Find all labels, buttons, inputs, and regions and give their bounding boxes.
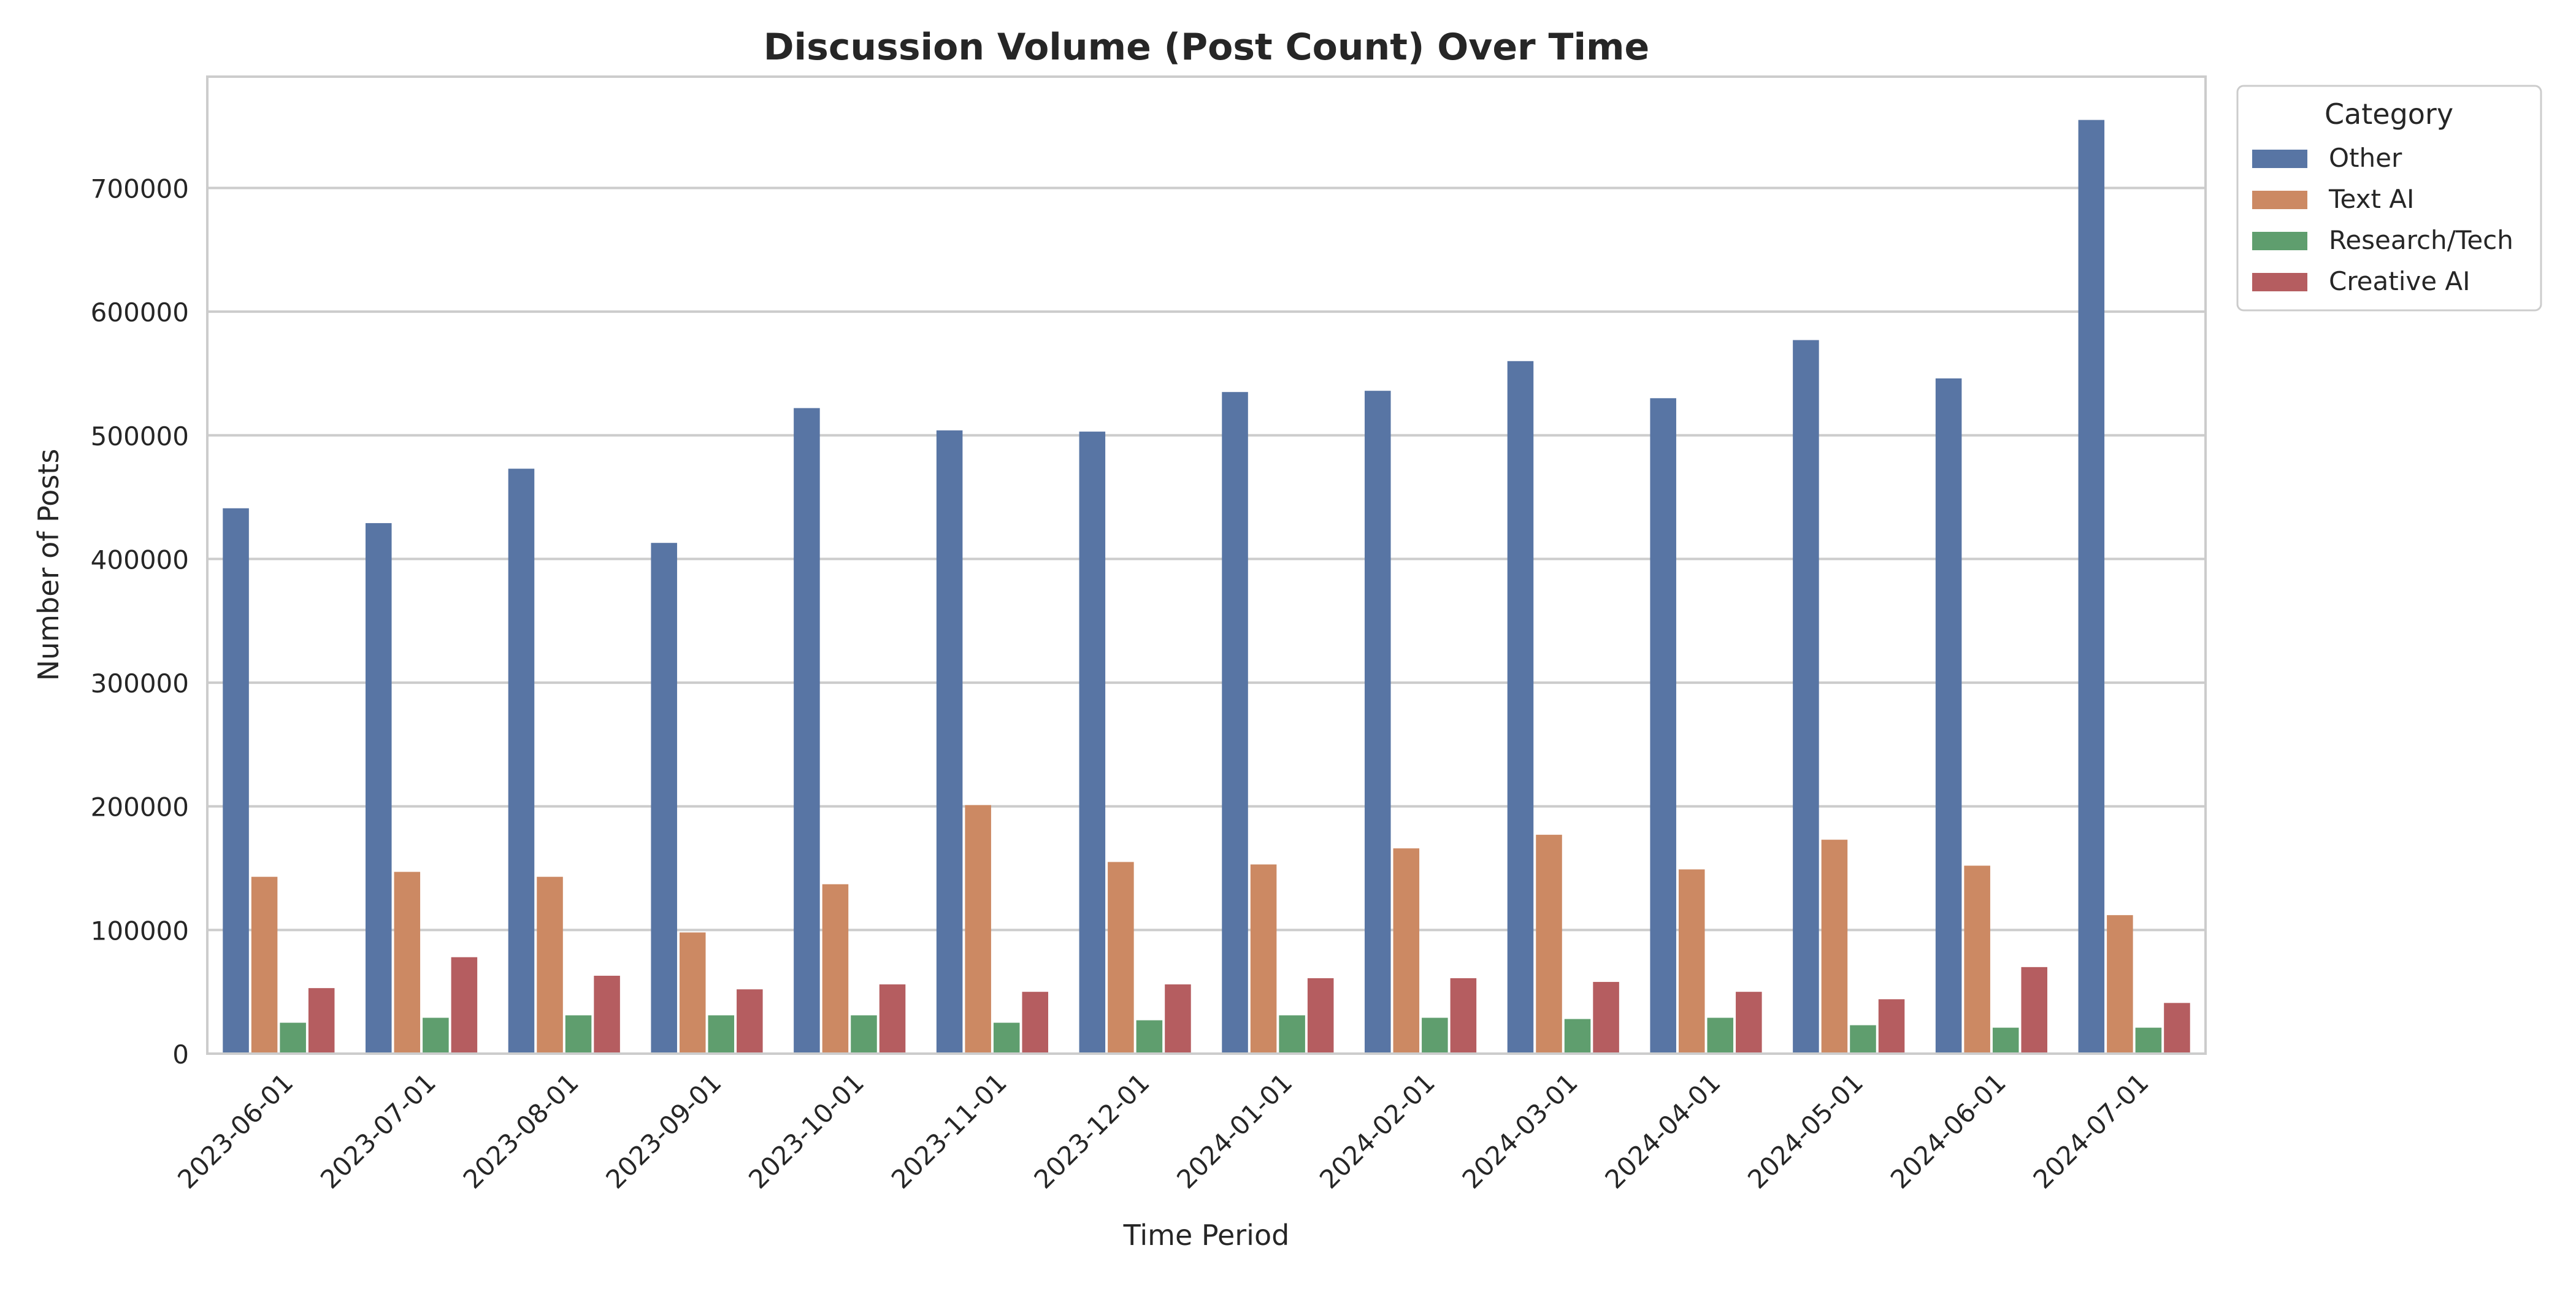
bar-text-ai [394,872,421,1054]
bar-research-tech [1850,1025,1876,1054]
bar-research-tech [993,1022,1020,1054]
bar-text-ai [1108,862,1134,1054]
bar-research-tech [1136,1020,1163,1054]
y-tick-label: 100000 [91,916,189,946]
bar-research-tech [851,1015,877,1054]
bar-text-ai [965,805,991,1054]
bar-text-ai [1821,840,1848,1054]
bar-creative-ai [2164,1003,2190,1054]
bar-research-tech [1707,1017,1734,1054]
bar-creative-ai [1307,978,1334,1054]
legend-swatch [2252,150,2307,168]
bar-other [1222,392,1248,1054]
bar-creative-ai [451,957,478,1054]
bar-other [508,469,535,1054]
bar-creative-ai [308,988,335,1054]
bar-text-ai [679,932,706,1054]
bar-research-tech [1279,1015,1305,1054]
legend-swatch [2252,232,2307,250]
bar-research-tech [1422,1017,1448,1054]
bar-text-ai [1964,865,1990,1054]
bar-creative-ai [1878,999,1905,1054]
legend: Category Other Text AI Research/Tech Creati… [2236,85,2542,312]
bar-text-ai [1678,869,1705,1054]
y-tick-label: 500000 [91,421,189,451]
bar-creative-ai [1593,982,1619,1054]
bar-other [794,408,820,1054]
bar-research-tech [708,1015,735,1054]
bar-other [936,430,963,1054]
legend-items: Other Text AI Research/Tech Creative AI [2252,143,2513,296]
bar-creative-ai [2021,967,2048,1054]
bar-text-ai [2107,915,2133,1054]
y-tick-label: 0 [172,1040,189,1070]
y-tick-label: 200000 [91,792,189,822]
y-axis-label: Number of Posts [32,449,65,681]
bar-research-tech [423,1017,449,1054]
y-tick-label: 700000 [91,174,189,204]
legend-swatch [2252,273,2307,291]
y-tick-label: 300000 [91,668,189,699]
bar-other [651,543,677,1054]
bars [223,120,2190,1054]
legend-swatch [2252,191,2307,209]
plot-frame [206,75,2207,1055]
bar-other [223,508,249,1054]
bar-research-tech [1564,1019,1591,1054]
bar-other [2078,120,2105,1054]
legend-label: Research/Tech [2329,225,2513,255]
bar-creative-ai [737,989,763,1054]
bar-other [1650,398,1676,1054]
bar-other [365,523,392,1054]
legend-box [2236,85,2542,312]
bar-creative-ai [594,975,620,1054]
legend-label: Other [2329,143,2402,173]
bar-other [1935,378,1962,1054]
bar-creative-ai [1450,978,1477,1054]
bar-creative-ai [1022,992,1049,1054]
bar-text-ai [822,884,849,1054]
bar-text-ai [1536,835,1562,1054]
y-tick-label: 400000 [91,545,189,575]
bar-research-tech [280,1022,306,1054]
y-axis-ticks: 0 100000 200000 300000 400000 500000 600000 700… [91,174,189,1070]
bar-research-tech [2135,1027,2162,1054]
bar-other [1079,431,1106,1054]
bar-creative-ai [1165,984,1191,1054]
bar-text-ai [1393,848,1420,1054]
bar-text-ai [1250,864,1277,1054]
y-tick-label: 600000 [91,297,189,328]
bar-creative-ai [879,984,906,1054]
legend-label: Creative AI [2329,266,2471,296]
chart-title: Discussion Volume (Post Count) Over Time [764,26,1650,69]
bar-text-ai [537,876,563,1054]
bar-research-tech [565,1015,592,1054]
bar-other [1364,391,1391,1054]
bar-other [1793,340,1819,1054]
bar-other [1507,361,1534,1054]
x-axis-label: Time Period [1123,1219,1290,1252]
legend-label: Text AI [2328,184,2414,214]
bar-research-tech [1992,1027,2019,1054]
bar-text-ai [251,876,278,1054]
bar-creative-ai [1736,992,1762,1054]
legend-title: Category [2325,98,2453,131]
